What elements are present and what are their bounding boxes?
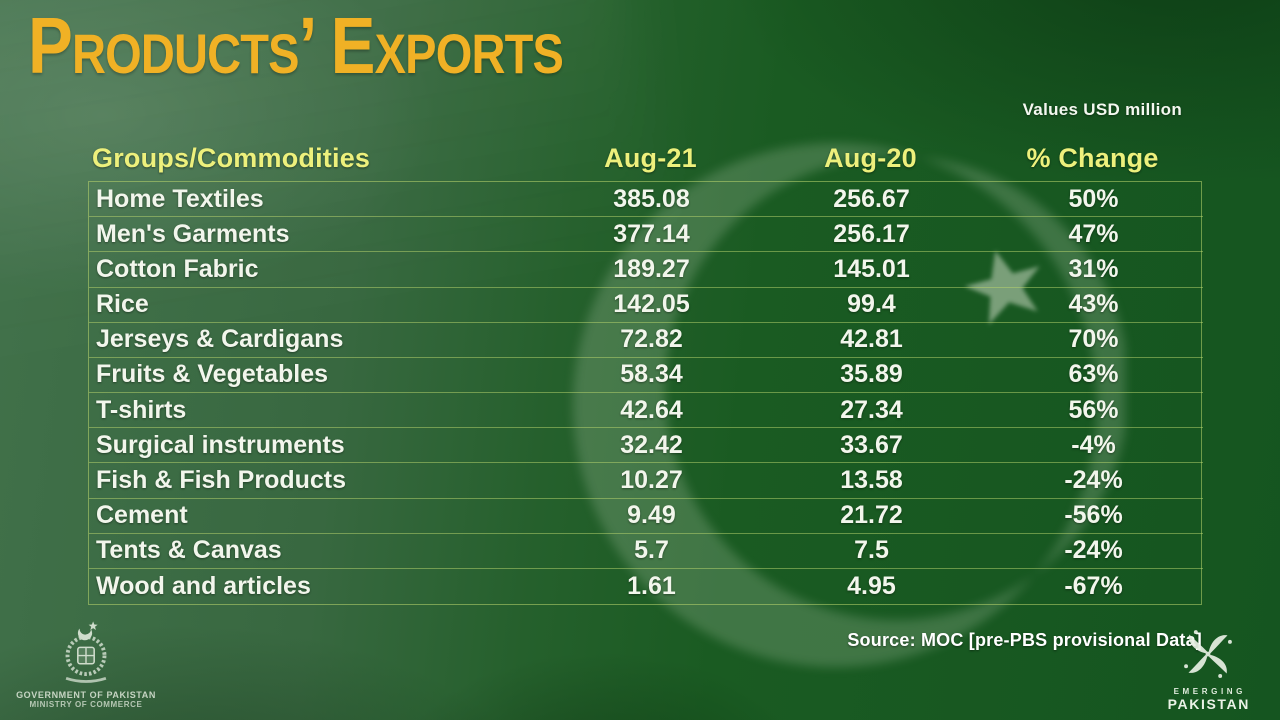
table-row: Fish & Fish Products 10.27 13.58 -24% xyxy=(89,463,1203,499)
change-value: -56% xyxy=(1064,501,1123,530)
aug21-value: 189.27 xyxy=(613,254,690,283)
commodity-name: Rice xyxy=(96,290,149,319)
aug21-value: 32.42 xyxy=(620,430,683,459)
table-header-row: Groups/Commodities Aug-21 Aug-20 % Chang… xyxy=(88,136,1202,180)
table-row: Fruits & Vegetables 58.34 35.89 63% xyxy=(89,358,1203,393)
aug21-value: 5.7 xyxy=(634,536,669,565)
table-row: Cement 9.49 21.72 -56% xyxy=(89,499,1203,534)
pakistan-emblem-icon xyxy=(65,621,107,683)
commodity-name: T-shirts xyxy=(96,395,187,424)
gov-text-line1: GOVERNMENT OF PAKISTAN xyxy=(16,690,156,700)
aug20-value: 4.95 xyxy=(847,571,896,600)
aug21-value: 10.27 xyxy=(620,465,683,494)
change-value: 70% xyxy=(1068,325,1119,354)
aug21-value: 42.64 xyxy=(620,395,683,424)
page-title: Products’ Exports xyxy=(28,1,564,90)
commodity-name: Jerseys & Cardigans xyxy=(96,325,344,354)
gov-text-line2: MINISTRY OF COMMERCE xyxy=(29,700,143,709)
header-commodity: Groups/Commodities xyxy=(92,142,371,173)
exports-table: Home Textiles 385.08 256.67 50% Men's Ga… xyxy=(88,181,1203,605)
aug21-value: 377.14 xyxy=(613,219,690,248)
table-row: T-shirts 42.64 27.34 56% xyxy=(89,393,1203,429)
change-value: -24% xyxy=(1064,536,1123,565)
header-aug21: Aug-21 xyxy=(604,142,697,173)
commodity-name: Tents & Canvas xyxy=(96,536,282,565)
commodity-name: Home Textiles xyxy=(96,184,264,213)
aug21-value: 72.82 xyxy=(620,325,683,354)
commodity-name: Wood and articles xyxy=(96,571,311,600)
commodity-name: Men's Garments xyxy=(96,219,290,248)
commodity-name: Cotton Fabric xyxy=(96,254,259,283)
aug20-value: 99.4 xyxy=(847,290,896,319)
table-row: Surgical instruments 32.42 33.67 -4% xyxy=(89,428,1203,464)
change-value: 31% xyxy=(1068,254,1119,283)
aug20-value: 27.34 xyxy=(840,395,903,424)
aug21-value: 385.08 xyxy=(613,184,690,213)
aug21-value: 58.34 xyxy=(620,360,683,389)
change-value: -24% xyxy=(1064,465,1123,494)
emerging-pakistan-logo: EMERGING PAKISTAN xyxy=(1150,628,1266,712)
change-value: 63% xyxy=(1068,360,1119,389)
table-row: Wood and articles 1.61 4.95 -67% xyxy=(89,569,1203,604)
source-note: Source: MOC [pre-PBS provisional Data] xyxy=(847,630,1202,650)
commodity-name: Fish & Fish Products xyxy=(96,465,347,494)
change-value: 56% xyxy=(1068,395,1119,424)
commodity-name: Cement xyxy=(96,501,188,530)
government-logo: GOVERNMENT OF PAKISTAN MINISTRY OF COMME… xyxy=(6,620,166,709)
header-change: % Change xyxy=(1026,142,1159,173)
aug20-value: 35.89 xyxy=(840,360,903,389)
aug20-value: 145.01 xyxy=(833,254,910,283)
table-row: Cotton Fabric 189.27 145.01 31% xyxy=(89,252,1203,288)
aug21-value: 9.49 xyxy=(627,501,676,530)
emerging-swirl-icon xyxy=(1184,630,1232,678)
aug20-value: 256.17 xyxy=(833,219,910,248)
change-value: -67% xyxy=(1064,571,1123,600)
aug20-value: 42.81 xyxy=(840,325,903,354)
change-value: 47% xyxy=(1068,219,1119,248)
commodity-name: Fruits & Vegetables xyxy=(96,360,329,389)
pakistan-text: PAKISTAN xyxy=(1167,696,1250,712)
aug21-value: 1.61 xyxy=(627,571,676,600)
change-value: 43% xyxy=(1068,290,1119,319)
table-row: Tents & Canvas 5.7 7.5 -24% xyxy=(89,534,1203,569)
table-row: Jerseys & Cardigans 72.82 42.81 70% xyxy=(89,323,1203,358)
aug20-value: 13.58 xyxy=(840,465,903,494)
emerging-text: EMERGING xyxy=(1173,687,1246,696)
aug20-value: 256.67 xyxy=(833,184,910,213)
aug20-value: 33.67 xyxy=(840,430,903,459)
aug20-value: 7.5 xyxy=(854,536,889,565)
values-unit-note: Values USD million xyxy=(1022,100,1182,119)
table-row: Rice 142.05 99.4 43% xyxy=(89,288,1203,323)
aug21-value: 142.05 xyxy=(613,290,690,319)
change-value: -4% xyxy=(1071,430,1116,459)
change-value: 50% xyxy=(1068,184,1119,213)
table-row: Home Textiles 385.08 256.67 50% xyxy=(89,182,1203,218)
table-row: Men's Garments 377.14 256.17 47% xyxy=(89,217,1203,253)
aug20-value: 21.72 xyxy=(840,501,903,530)
header-aug20: Aug-20 xyxy=(824,142,917,173)
commodity-name: Surgical instruments xyxy=(96,430,345,459)
